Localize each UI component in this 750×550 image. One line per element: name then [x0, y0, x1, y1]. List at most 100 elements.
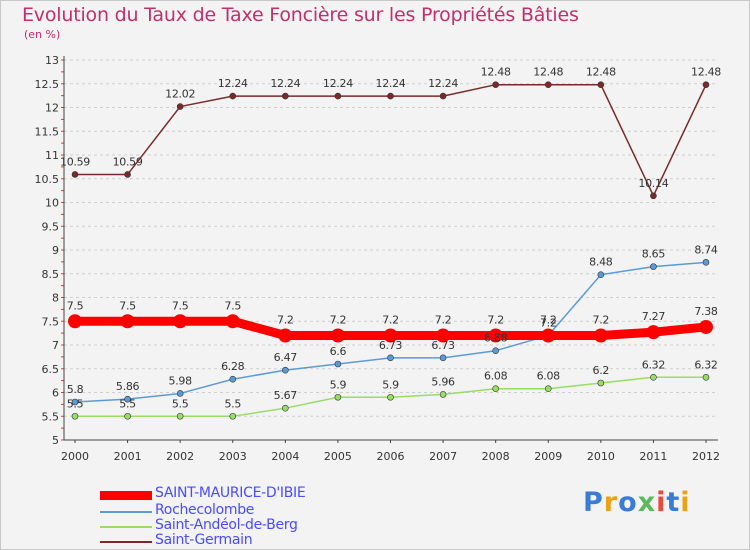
data-point: [334, 393, 342, 401]
data-point: [176, 390, 184, 397]
data-label: 7.2: [540, 314, 557, 327]
data-point: [68, 314, 82, 329]
y-tick-label: 7.5: [42, 315, 60, 328]
data-label: 12.48: [481, 66, 511, 79]
data-label: 12.24: [323, 77, 353, 90]
logo-letter: i: [680, 487, 691, 518]
data-label: 8.48: [589, 256, 613, 269]
data-label: 7.27: [642, 310, 666, 323]
data-point: [597, 271, 605, 279]
data-point: [439, 354, 447, 362]
data-label: 6.73: [431, 339, 455, 352]
data-point: [282, 366, 289, 374]
x-tick-label: 2001: [114, 450, 142, 463]
data-label: 7.2: [540, 317, 557, 330]
legend-swatch: [100, 490, 152, 500]
data-point: [650, 373, 657, 381]
x-tick-label: 2006: [377, 450, 405, 463]
data-point: [436, 328, 451, 343]
data-label: 5.9: [382, 378, 399, 391]
data-label: 7.2: [435, 314, 452, 327]
y-tick-label: 6.5: [42, 363, 60, 376]
y-tick-label: 9.5: [42, 220, 60, 233]
x-tick-label: 2010: [587, 450, 615, 463]
data-point: [278, 328, 293, 343]
data-label: 7.5: [119, 299, 136, 312]
data-label: 5.9: [330, 378, 347, 391]
data-point: [120, 314, 135, 329]
data-point: [702, 259, 710, 266]
legend-swatch: [100, 526, 152, 528]
x-tick-label: 2004: [271, 450, 299, 463]
data-label: 10.14: [638, 177, 668, 190]
data-label: 6.2: [593, 364, 610, 377]
data-label: 7.5: [172, 299, 189, 312]
data-point: [650, 263, 657, 270]
data-label: 5.8: [67, 383, 84, 396]
data-label: 7.2: [277, 314, 294, 327]
x-tick-label: 2000: [61, 450, 89, 463]
chart-title: Evolution du Taux de Taxe Foncière sur l…: [22, 4, 579, 26]
y-tick-label: 12.5: [35, 78, 60, 91]
legend-swatch: [100, 541, 152, 543]
y-tick-label: 5.5: [42, 410, 60, 423]
logo-letter: r: [603, 487, 619, 518]
data-label: 7.2: [593, 314, 610, 327]
data-point: [702, 81, 710, 88]
data-label: 5.5: [172, 397, 189, 410]
data-point: [597, 81, 605, 88]
data-point: [488, 328, 503, 343]
data-label: 10.59: [60, 155, 90, 168]
y-tick-label: 13: [45, 54, 59, 67]
data-point: [124, 171, 131, 178]
data-point: [387, 354, 394, 362]
y-tick-label: 5: [52, 434, 59, 447]
data-point: [176, 412, 184, 420]
data-label: 7.38: [694, 305, 718, 318]
x-tick-label: 2005: [324, 450, 352, 463]
data-label: 12.48: [586, 66, 616, 79]
y-tick-label: 10: [45, 197, 59, 210]
data-point: [439, 391, 447, 398]
data-label: 12.48: [691, 66, 721, 79]
proxiti-logo: Proxiti: [583, 487, 691, 518]
x-tick-label: 2012: [692, 450, 720, 463]
data-label: 7.2: [487, 314, 504, 327]
data-label: 5.98: [169, 374, 193, 387]
data-label: 12.48: [533, 66, 563, 79]
data-point: [544, 385, 552, 393]
y-tick-label: 9: [52, 244, 59, 257]
data-point: [544, 81, 552, 88]
data-label: 5.5: [119, 397, 136, 410]
data-point: [541, 328, 556, 343]
legend-label: Saint-Andéol-de-Berg: [155, 517, 298, 533]
data-point: [71, 398, 79, 406]
data-point: [492, 385, 499, 393]
data-point: [387, 393, 394, 401]
unit-label: (en %): [24, 28, 61, 41]
data-label: 5.5: [224, 397, 241, 410]
data-point: [492, 81, 499, 88]
data-point: [597, 379, 605, 387]
data-label: 6.32: [694, 358, 717, 371]
x-tick-label: 2009: [534, 450, 562, 463]
data-point: [173, 314, 188, 329]
data-label: 6.88: [484, 332, 508, 345]
data-label: 6.08: [537, 370, 561, 383]
data-label: 12.24: [218, 77, 248, 90]
data-label: 6.6: [330, 345, 347, 358]
data-point: [383, 328, 398, 343]
y-tick-label: 11: [45, 149, 59, 162]
data-point: [229, 412, 237, 420]
data-point: [124, 395, 131, 403]
y-tick-label: 6: [52, 387, 59, 400]
data-label: 6.47: [274, 351, 298, 364]
data-label: 5.86: [116, 380, 140, 393]
x-tick-label: 2007: [429, 450, 457, 463]
data-labels: 7.5 7.5 7.5 7.5 7.2 7.2 7.2 7.2 7.2 7.2 7.2 7.27 7.3…: [60, 66, 722, 411]
data-point: [229, 92, 237, 100]
logo-letter: i: [656, 487, 667, 518]
logo-letter: x: [637, 487, 657, 518]
